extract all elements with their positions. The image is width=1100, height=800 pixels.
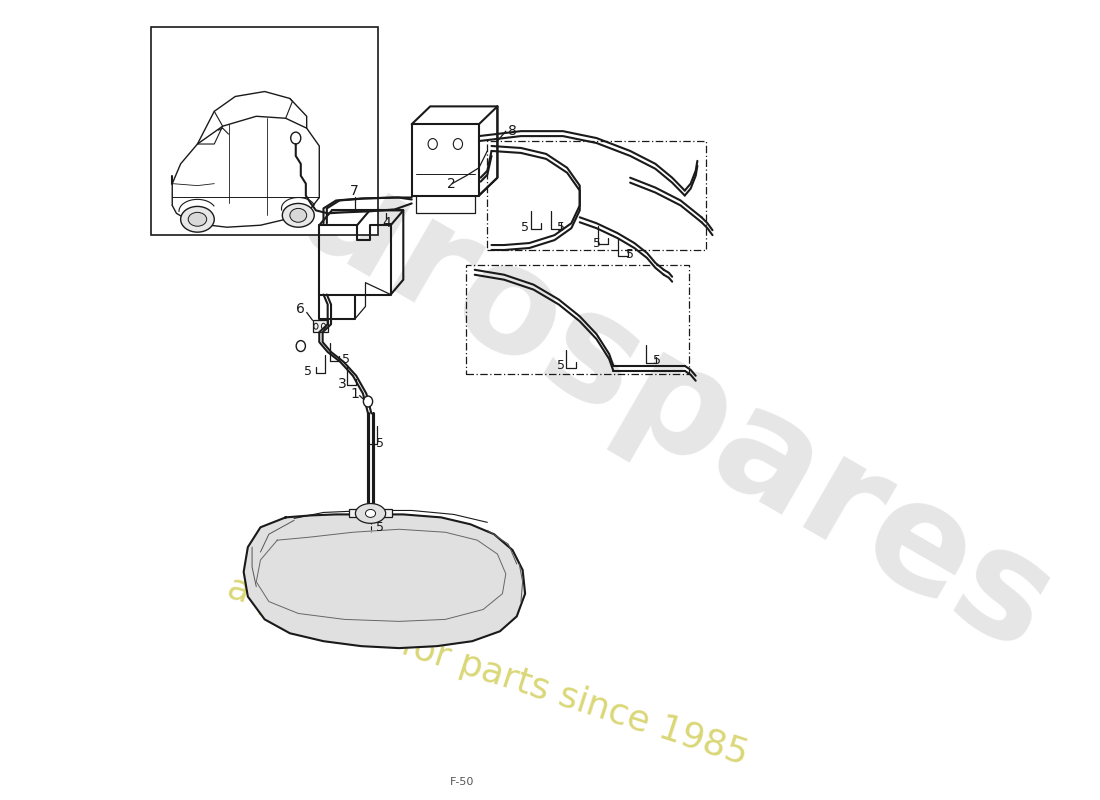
Ellipse shape <box>188 212 207 226</box>
Polygon shape <box>244 514 525 648</box>
Text: 1: 1 <box>350 386 359 401</box>
Bar <box>151 27 378 235</box>
Text: 5: 5 <box>626 249 635 262</box>
Ellipse shape <box>290 132 300 144</box>
Text: eurospares: eurospares <box>183 84 1077 684</box>
Ellipse shape <box>355 503 386 523</box>
Ellipse shape <box>180 206 214 232</box>
Ellipse shape <box>283 203 315 227</box>
Text: 5: 5 <box>305 366 312 378</box>
Text: 5: 5 <box>653 354 661 367</box>
Text: 5: 5 <box>376 521 384 534</box>
Text: 5: 5 <box>376 437 384 450</box>
Text: 5: 5 <box>593 237 601 250</box>
Text: 5: 5 <box>558 359 565 372</box>
Text: a passion for parts since 1985: a passion for parts since 1985 <box>222 570 752 771</box>
Text: 8: 8 <box>508 124 517 138</box>
Text: 4: 4 <box>382 216 390 230</box>
Text: 7: 7 <box>350 183 359 198</box>
Ellipse shape <box>453 138 462 150</box>
Text: 5: 5 <box>521 221 529 234</box>
Text: 2: 2 <box>447 177 455 190</box>
Text: 3: 3 <box>339 377 348 390</box>
Ellipse shape <box>428 138 438 150</box>
Ellipse shape <box>363 396 373 407</box>
Text: 5: 5 <box>558 221 565 234</box>
Ellipse shape <box>365 510 375 518</box>
Text: F-50: F-50 <box>450 777 474 787</box>
Bar <box>349 510 393 518</box>
Bar <box>312 320 328 332</box>
Ellipse shape <box>296 341 306 351</box>
Ellipse shape <box>290 208 307 222</box>
Text: 5: 5 <box>342 354 350 366</box>
Text: 6: 6 <box>296 302 305 317</box>
